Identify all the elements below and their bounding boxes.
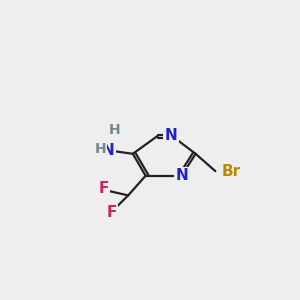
Text: N: N xyxy=(102,143,115,158)
Text: H: H xyxy=(108,123,120,136)
Text: N: N xyxy=(165,128,178,143)
Text: F: F xyxy=(99,181,109,196)
Text: F: F xyxy=(107,205,117,220)
Text: Br: Br xyxy=(221,164,240,178)
Text: N: N xyxy=(175,168,188,183)
Text: H: H xyxy=(94,142,106,156)
